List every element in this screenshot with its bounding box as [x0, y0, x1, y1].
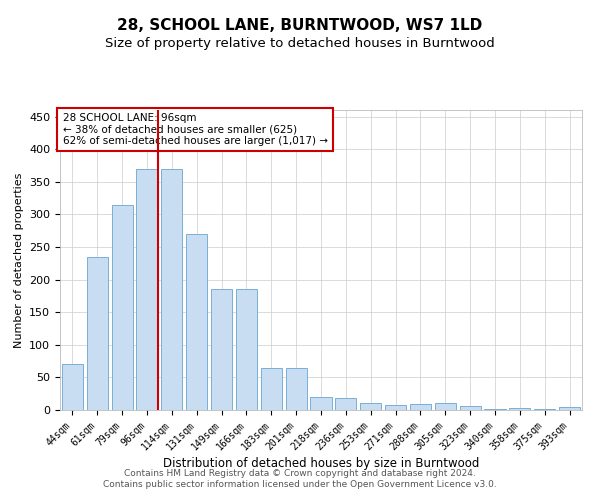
Bar: [236, 290, 257, 410]
Bar: [460, 406, 481, 410]
Bar: [136, 168, 158, 410]
Bar: [360, 404, 381, 410]
Bar: [161, 168, 182, 410]
X-axis label: Distribution of detached houses by size in Burntwood: Distribution of detached houses by size …: [163, 458, 479, 470]
Bar: [112, 204, 133, 410]
Bar: [410, 404, 431, 410]
Text: 28 SCHOOL LANE: 96sqm
← 38% of detached houses are smaller (625)
62% of semi-det: 28 SCHOOL LANE: 96sqm ← 38% of detached …: [62, 113, 328, 146]
Bar: [385, 405, 406, 410]
Bar: [509, 408, 530, 410]
Bar: [62, 364, 83, 410]
Bar: [87, 256, 108, 410]
Bar: [286, 368, 307, 410]
Bar: [435, 404, 456, 410]
Y-axis label: Number of detached properties: Number of detached properties: [14, 172, 23, 348]
Text: Size of property relative to detached houses in Burntwood: Size of property relative to detached ho…: [105, 38, 495, 51]
Bar: [310, 397, 332, 410]
Text: Contains public sector information licensed under the Open Government Licence v3: Contains public sector information licen…: [103, 480, 497, 489]
Bar: [261, 368, 282, 410]
Text: Contains HM Land Registry data © Crown copyright and database right 2024.: Contains HM Land Registry data © Crown c…: [124, 468, 476, 477]
Bar: [559, 408, 580, 410]
Bar: [335, 398, 356, 410]
Text: 28, SCHOOL LANE, BURNTWOOD, WS7 1LD: 28, SCHOOL LANE, BURNTWOOD, WS7 1LD: [118, 18, 482, 32]
Bar: [211, 290, 232, 410]
Bar: [186, 234, 207, 410]
